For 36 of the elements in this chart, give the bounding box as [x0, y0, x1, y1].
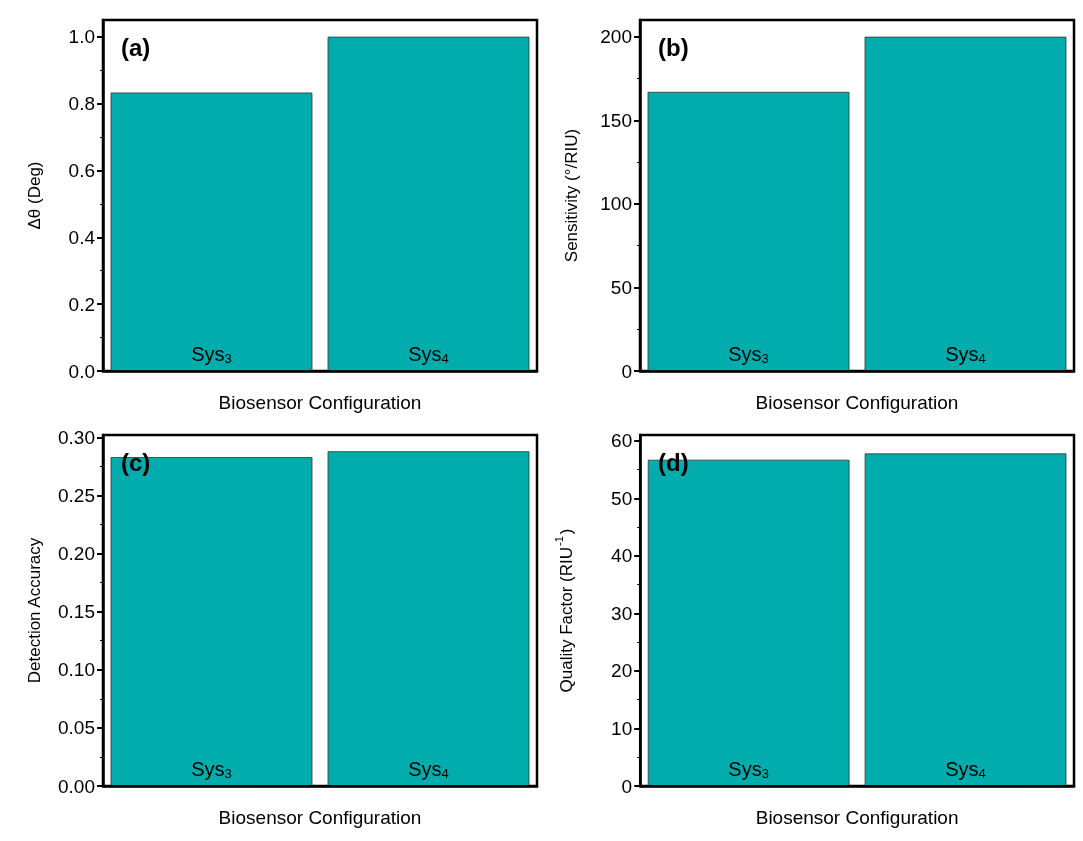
- y-tick-label: 0.30: [58, 426, 95, 448]
- y-axis-title: Sensitivity (°/RIU): [562, 128, 581, 263]
- y-tick-label: 0.15: [58, 601, 95, 623]
- y-tick-label: 0.2: [68, 293, 95, 315]
- y-tick-label: 60: [611, 430, 633, 452]
- y-tick-label: 10: [611, 717, 633, 739]
- y-tick-label: 0.8: [68, 93, 95, 115]
- y-tick-label: 0.6: [68, 159, 95, 181]
- y-tick-label: 150: [600, 109, 632, 131]
- y-tick-label: 0.10: [58, 659, 95, 681]
- text: (a): [121, 33, 151, 61]
- x-axis-title: Biosensor Configuration: [218, 392, 422, 413]
- y-axis-title: Quality Factor (RIU-1): [552, 528, 577, 693]
- y-tick-label: 0.0: [68, 360, 95, 382]
- y-tick-label: 0.25: [58, 484, 95, 506]
- y-tick-label: 50: [611, 487, 633, 509]
- y-tick-label: 0.00: [58, 775, 95, 797]
- y-axis-title: Detection Accuracy: [25, 537, 44, 684]
- y-tick-label: 30: [611, 602, 633, 624]
- y-tick-label: 50: [610, 276, 632, 298]
- x-axis-title: Biosensor Configuration: [755, 392, 959, 413]
- x-axis-title: Biosensor Configuration: [755, 807, 959, 828]
- y-tick-label: 20: [611, 660, 633, 682]
- y-tick-label: 0.20: [58, 543, 95, 565]
- y-axis-title: Δθ (Deg): [25, 161, 44, 230]
- text: (c): [121, 448, 151, 476]
- x-axis-title: Biosensor Configuration: [218, 807, 422, 828]
- y-tick-label: 1.0: [68, 26, 95, 48]
- y-tick-label: 0.05: [58, 717, 95, 739]
- y-tick-label: 0: [621, 775, 633, 797]
- y-tick-label: 0.4: [68, 226, 96, 248]
- y-tick-label: 40: [611, 545, 633, 567]
- text: (b): [658, 33, 689, 61]
- y-tick-label: 100: [600, 193, 632, 215]
- y-tick-label: 0: [621, 360, 632, 382]
- y-tick-label: 200: [600, 26, 632, 48]
